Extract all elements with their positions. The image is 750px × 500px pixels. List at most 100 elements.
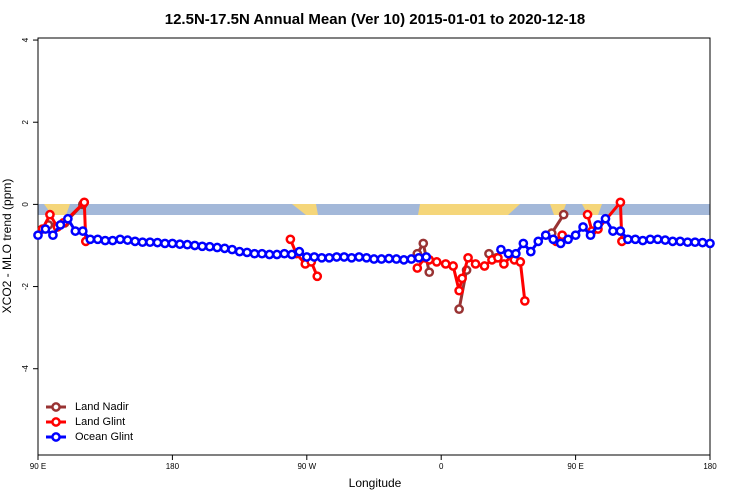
x-tick-label: 90 E — [30, 462, 46, 471]
y-tick-label: 4 — [21, 37, 30, 42]
point — [219, 243, 230, 254]
point — [182, 239, 193, 250]
point — [189, 240, 200, 251]
point — [369, 254, 379, 264]
y-tick-label: -4 — [21, 365, 30, 373]
point — [264, 249, 275, 260]
point — [555, 238, 566, 249]
point — [33, 230, 43, 241]
point — [70, 226, 81, 236]
y-tick-label: 0 — [21, 202, 30, 207]
point — [600, 213, 611, 224]
point — [85, 234, 96, 245]
point — [92, 234, 103, 245]
point — [152, 237, 163, 248]
legend-marker — [51, 417, 61, 427]
point — [448, 261, 458, 271]
point — [697, 237, 708, 248]
point — [399, 255, 409, 265]
point — [234, 246, 245, 257]
point — [227, 244, 237, 255]
point — [558, 209, 569, 220]
point — [615, 197, 626, 208]
point — [499, 259, 509, 269]
point — [690, 237, 700, 248]
point — [257, 248, 267, 259]
point — [130, 236, 140, 247]
point — [705, 238, 715, 249]
point — [354, 252, 364, 262]
point — [167, 238, 178, 249]
legend-marker — [51, 402, 61, 412]
point — [413, 252, 424, 263]
point — [406, 254, 417, 264]
point — [212, 242, 223, 253]
point — [55, 220, 66, 230]
point — [548, 234, 559, 245]
ocean-band — [38, 204, 710, 215]
point — [578, 222, 588, 232]
y-axis-label: XCO2 - MLO trend (ppm) — [0, 179, 14, 314]
point — [424, 267, 435, 278]
point — [454, 285, 464, 296]
point — [585, 230, 596, 241]
x-tick-label: 0 — [439, 462, 444, 471]
point — [615, 226, 626, 236]
point — [48, 230, 58, 241]
point — [525, 246, 536, 257]
point — [440, 259, 451, 269]
point — [667, 236, 678, 247]
point — [479, 261, 490, 271]
point — [496, 244, 506, 255]
point — [272, 249, 282, 260]
point — [100, 235, 111, 246]
point — [519, 296, 530, 306]
point — [287, 249, 297, 260]
point — [242, 247, 252, 258]
point — [361, 252, 372, 263]
point — [645, 234, 656, 245]
point — [324, 252, 335, 263]
point — [279, 248, 290, 259]
point — [145, 237, 155, 248]
point — [652, 234, 663, 245]
point — [391, 254, 402, 264]
plot-frame — [37, 37, 711, 456]
point — [412, 263, 423, 273]
point — [40, 224, 51, 234]
point — [660, 235, 671, 245]
point — [115, 234, 125, 245]
point — [630, 234, 641, 245]
x-tick-label: 90 W — [297, 462, 316, 471]
legend-label: Land Glint — [75, 416, 125, 428]
point — [623, 234, 633, 245]
land-patch — [292, 204, 318, 215]
point — [346, 252, 357, 263]
point — [122, 235, 133, 245]
point — [137, 237, 148, 248]
x-axis-label: Longitude — [349, 476, 402, 490]
point — [249, 248, 260, 259]
point — [63, 213, 73, 224]
point — [204, 241, 215, 252]
point — [77, 226, 88, 236]
point — [418, 238, 429, 249]
legend-label: Land Nadir — [75, 401, 129, 413]
point — [376, 254, 387, 264]
point — [431, 257, 442, 267]
point — [309, 252, 320, 262]
point — [107, 235, 118, 246]
point — [682, 237, 693, 248]
x-tick-label: 180 — [703, 462, 717, 471]
point — [339, 252, 349, 262]
point — [45, 209, 55, 220]
point — [563, 234, 573, 245]
point — [175, 239, 185, 250]
point — [285, 234, 296, 245]
x-tick-label: 180 — [166, 462, 180, 471]
point — [493, 252, 503, 263]
point — [470, 259, 481, 269]
point — [312, 271, 323, 282]
